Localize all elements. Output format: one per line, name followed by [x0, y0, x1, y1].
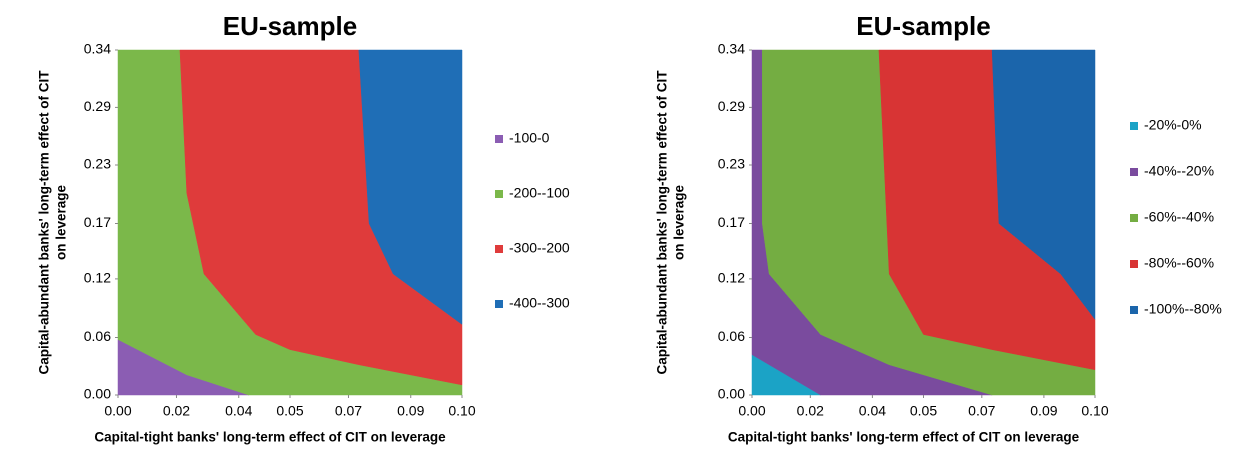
legend-label: -300--200	[509, 240, 570, 256]
legend-label: -40%--20%	[1144, 163, 1214, 179]
y-tick-label: 0.29	[84, 98, 111, 114]
y-axis-label: on leverage	[54, 184, 69, 260]
y-tick-label: 0.34	[718, 41, 745, 57]
contour-region	[358, 49, 463, 325]
x-tick-label: 0.00	[738, 403, 765, 419]
legend-swatch	[1130, 306, 1138, 314]
legend-label: -400--300	[509, 295, 570, 311]
legend-swatch	[1130, 214, 1138, 222]
y-tick-label: 0.23	[84, 156, 111, 172]
x-tick-label: 0.02	[797, 403, 824, 419]
chart-title: EU-sample	[223, 11, 357, 41]
legend-swatch	[495, 300, 503, 308]
legend-swatch	[1130, 122, 1138, 130]
x-tick-label: 0.05	[910, 403, 937, 419]
legend-label: -20%-0%	[1144, 117, 1202, 133]
y-tick-label: 0.00	[718, 386, 745, 402]
x-tick-label: 0.10	[448, 403, 475, 419]
legend-swatch	[495, 245, 503, 253]
y-axis-label: on leverage	[672, 184, 687, 260]
legend-swatch	[495, 135, 503, 143]
y-tick-label: 0.34	[84, 41, 111, 57]
x-tick-label: 0.09	[1030, 403, 1057, 419]
legend-swatch	[495, 190, 503, 198]
y-axis-label: Capital-abundant banks' long-term effect…	[37, 70, 52, 375]
x-tick-label: 0.09	[397, 403, 424, 419]
legend-label: -100%--80%	[1144, 301, 1222, 317]
legend-label: -100-0	[509, 130, 550, 146]
contour-region	[991, 49, 1096, 321]
y-tick-label: 0.23	[718, 156, 745, 172]
y-tick-label: 0.00	[84, 386, 111, 402]
legend-label: -80%--60%	[1144, 255, 1214, 271]
legend-swatch	[1130, 168, 1138, 176]
x-tick-label: 0.04	[225, 403, 252, 419]
y-axis-label: Capital-abundant banks' long-term effect…	[655, 70, 670, 375]
y-tick-label: 0.12	[84, 270, 111, 286]
y-tick-label: 0.29	[718, 98, 745, 114]
x-tick-label: 0.04	[859, 403, 886, 419]
chart-title: EU-sample	[856, 11, 990, 41]
x-tick-label: 0.10	[1081, 403, 1108, 419]
y-tick-label: 0.12	[718, 270, 745, 286]
legend-label: -60%--40%	[1144, 209, 1214, 225]
x-tick-label: 0.00	[104, 403, 131, 419]
x-axis-label: Capital-tight banks' long-term effect of…	[94, 430, 446, 445]
x-tick-label: 0.07	[968, 403, 995, 419]
legend-swatch	[1130, 260, 1138, 268]
legend-label: -200--100	[509, 185, 570, 201]
y-tick-label: 0.06	[84, 328, 111, 344]
x-tick-label: 0.05	[276, 403, 303, 419]
y-tick-label: 0.17	[84, 214, 111, 230]
x-tick-label: 0.07	[335, 403, 362, 419]
y-tick-label: 0.17	[718, 214, 745, 230]
y-tick-label: 0.06	[718, 328, 745, 344]
x-axis-label: Capital-tight banks' long-term effect of…	[728, 430, 1080, 445]
x-tick-label: 0.02	[163, 403, 190, 419]
